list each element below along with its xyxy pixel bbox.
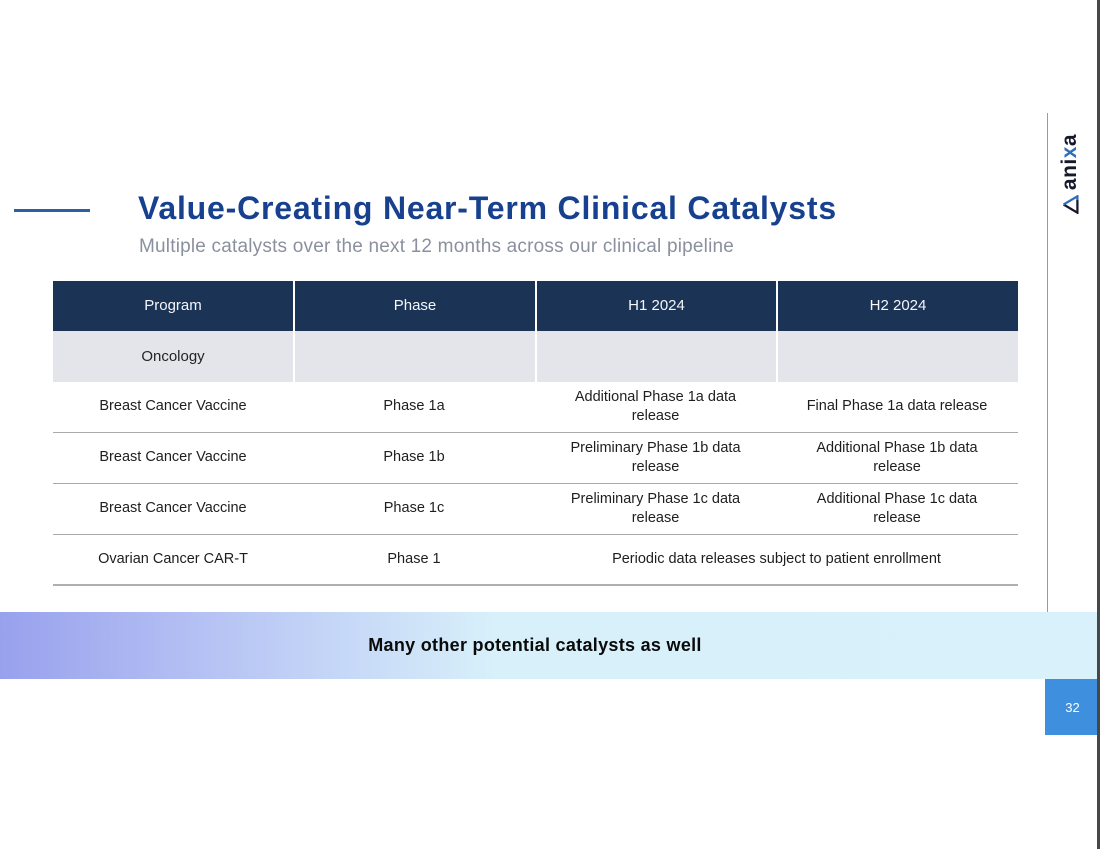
table-row: Ovarian Cancer CAR-T Phase 1 Periodic da… <box>53 535 1018 586</box>
cell-h1-h2-merged: Periodic data releases subject to patien… <box>612 550 941 567</box>
title-accent-line <box>14 209 90 212</box>
header-program: Program <box>144 297 202 315</box>
cell-phase: Phase 1 <box>387 550 441 567</box>
bottom-banner: Many other potential catalysts as well <box>0 612 1100 679</box>
section-row-oncology: Oncology <box>53 331 1018 382</box>
logo-divider-line <box>1047 113 1048 612</box>
cell-h1: Preliminary Phase 1b data release <box>570 439 741 475</box>
cell-h1: Preliminary Phase 1c data release <box>570 490 741 526</box>
cell-program: Ovarian Cancer CAR-T <box>98 550 248 567</box>
cell-h2: Additional Phase 1c data release <box>816 490 978 526</box>
page-number-badge: 32 <box>1045 679 1100 735</box>
table-row: Breast Cancer Vaccine Phase 1b Prelimina… <box>53 433 1018 484</box>
header-phase: Phase <box>293 281 535 331</box>
banner-text: Many other potential catalysts as well <box>368 635 702 655</box>
cell-phase: Phase 1c <box>383 500 445 517</box>
cell-h2: Final Phase 1a data release <box>806 398 988 415</box>
cell-h1: Additional Phase 1a data release <box>574 388 737 424</box>
page-title: Value-Creating Near-Term Clinical Cataly… <box>138 190 837 226</box>
cell-phase: Phase 1b <box>383 449 445 466</box>
cell-program: Breast Cancer Vaccine <box>99 500 247 517</box>
anixa-triangle-icon <box>1062 195 1079 215</box>
header-h1-2024: H1 2024 <box>535 281 776 331</box>
table-header-row: Program Phase H1 2024 H2 2024 <box>53 281 1018 331</box>
cell-program: Breast Cancer Vaccine <box>99 449 247 466</box>
window-right-edge <box>1097 0 1100 849</box>
table-row: Breast Cancer Vaccine Phase 1a Additiona… <box>53 382 1018 433</box>
cell-h2: Additional Phase 1b data release <box>816 439 978 475</box>
section-label: Oncology <box>141 347 205 365</box>
page-subtitle: Multiple catalysts over the next 12 mont… <box>139 236 735 257</box>
logo-wordmark: anixa <box>1058 133 1081 191</box>
cell-program: Breast Cancer Vaccine <box>99 398 247 415</box>
cell-phase: Phase 1a <box>383 398 445 415</box>
anixa-logo: anixa <box>1050 114 1090 234</box>
catalyst-table: Program Phase H1 2024 H2 2024 Oncology B… <box>53 281 1018 586</box>
page-number: 32 <box>1065 699 1080 715</box>
header-h2-2024: H2 2024 <box>776 281 1018 331</box>
table-row: Breast Cancer Vaccine Phase 1c Prelimina… <box>53 484 1018 535</box>
